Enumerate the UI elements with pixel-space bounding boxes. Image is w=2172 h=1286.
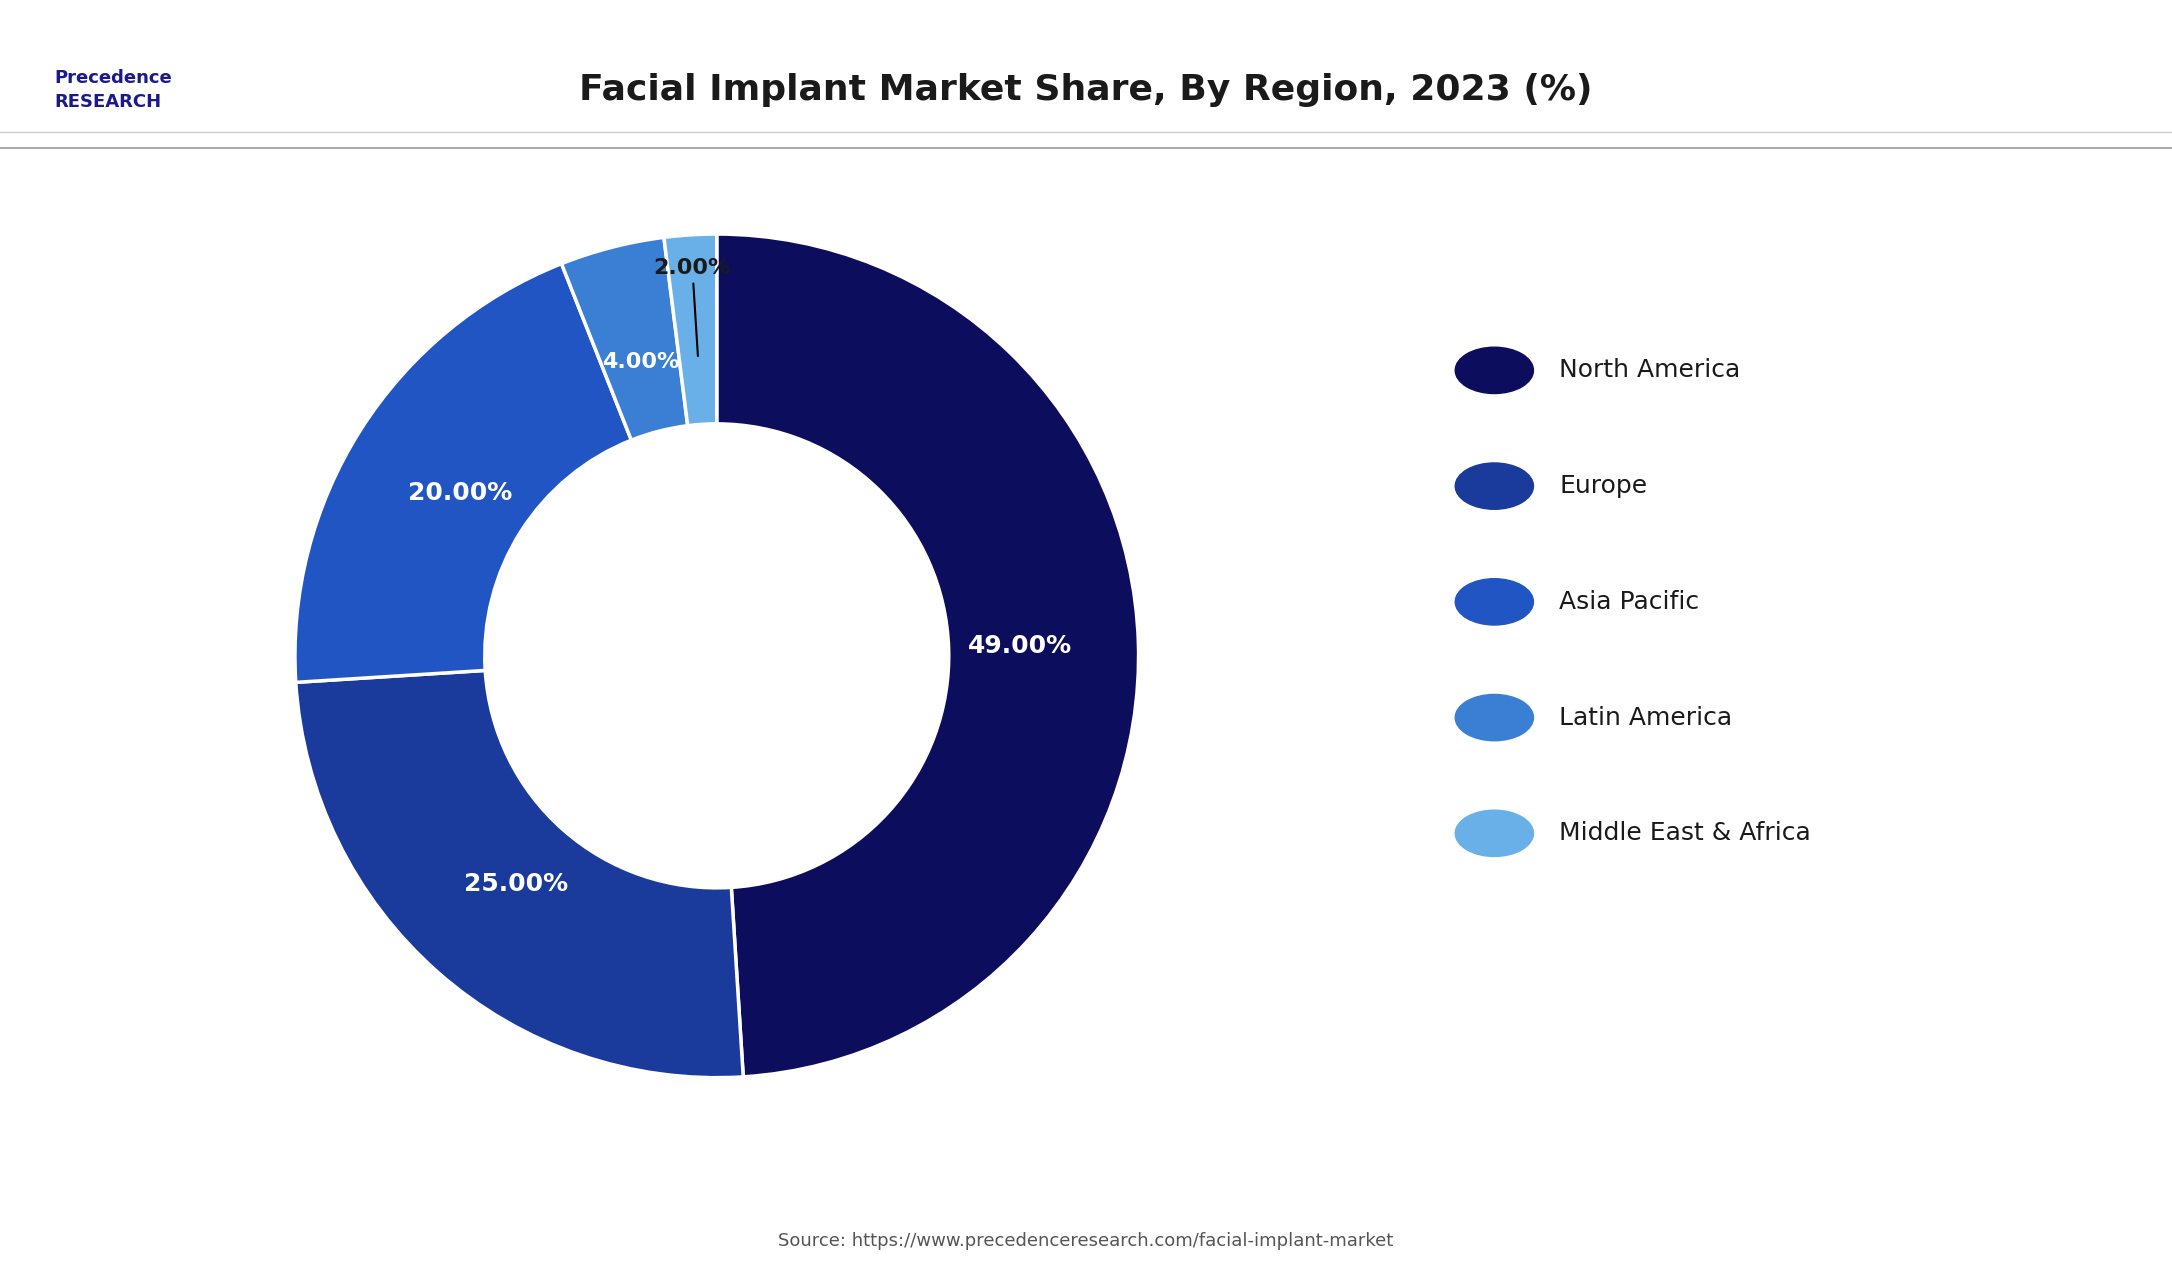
Text: 20.00%: 20.00% xyxy=(408,481,513,505)
Wedge shape xyxy=(295,670,743,1078)
Text: 25.00%: 25.00% xyxy=(465,872,569,895)
Text: Asia Pacific: Asia Pacific xyxy=(1559,590,1701,613)
Text: Middle East & Africa: Middle East & Africa xyxy=(1559,822,1811,845)
Text: Europe: Europe xyxy=(1559,475,1649,498)
Text: 4.00%: 4.00% xyxy=(602,351,680,372)
Wedge shape xyxy=(295,264,632,683)
Text: Facial Implant Market Share, By Region, 2023 (%): Facial Implant Market Share, By Region, … xyxy=(580,73,1592,107)
Text: Source: https://www.precedenceresearch.com/facial-implant-market: Source: https://www.precedenceresearch.c… xyxy=(778,1232,1394,1250)
Wedge shape xyxy=(665,234,717,426)
Wedge shape xyxy=(563,238,689,440)
Text: 2.00%: 2.00% xyxy=(654,258,732,356)
Text: Latin America: Latin America xyxy=(1559,706,1733,729)
Text: North America: North America xyxy=(1559,359,1740,382)
Wedge shape xyxy=(717,234,1138,1076)
Text: Precedence
RESEARCH: Precedence RESEARCH xyxy=(54,69,172,111)
Text: 49.00%: 49.00% xyxy=(969,634,1073,658)
